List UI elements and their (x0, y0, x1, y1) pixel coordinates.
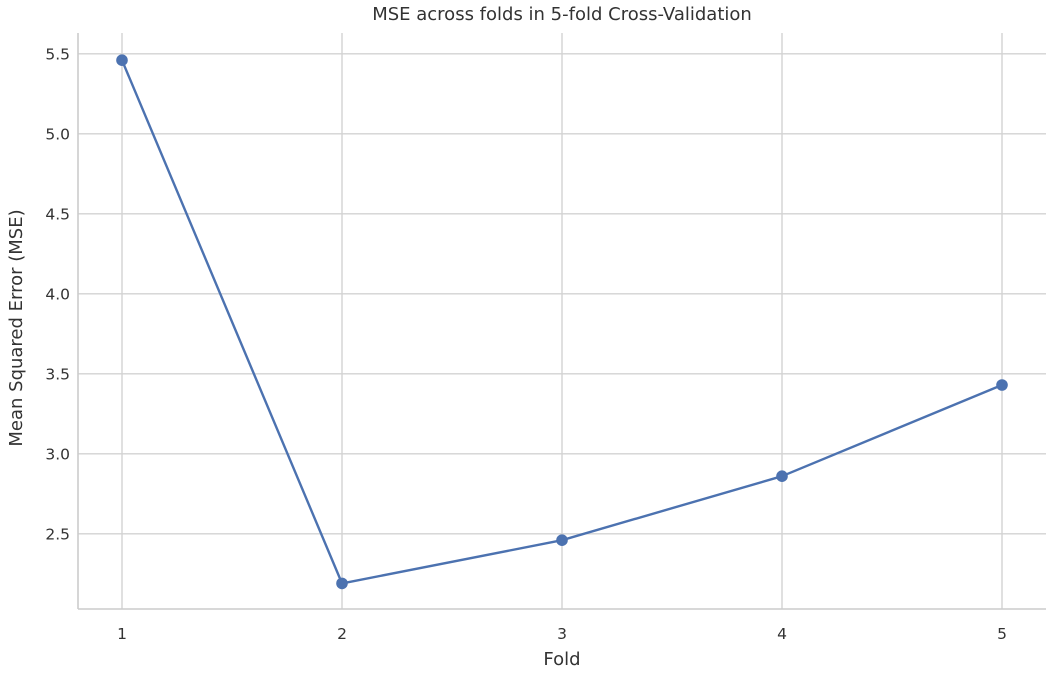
series (116, 54, 1008, 590)
x-tick-label: 3 (557, 625, 567, 643)
data-point (996, 379, 1008, 391)
x-tick-label: 1 (117, 625, 127, 643)
grid (78, 33, 1046, 609)
y-tick-label: 3.5 (45, 365, 70, 383)
y-tick-label: 2.5 (45, 525, 70, 543)
chart-title: MSE across folds in 5-fold Cross-Validat… (372, 4, 752, 25)
x-tick-label: 4 (777, 625, 787, 643)
axes-frame (77, 33, 1046, 610)
data-point (336, 577, 348, 590)
x-axis-label: Fold (543, 649, 580, 670)
x-tick-label: 2 (337, 625, 347, 643)
y-axis-ticks: 2.5 3.0 3.5 4.0 4.5 5.0 5.5 (45, 45, 70, 543)
data-point (556, 534, 568, 546)
x-tick-label: 5 (997, 625, 1007, 643)
data-point (116, 54, 128, 66)
y-tick-label: 4.0 (45, 285, 70, 303)
data-point (776, 470, 788, 483)
y-tick-label: 5.5 (45, 45, 70, 63)
y-axis-label: Mean Squared Error (MSE) (6, 209, 27, 446)
x-axis-ticks: 1 2 3 4 5 (117, 625, 1007, 643)
y-tick-label: 4.5 (45, 205, 70, 223)
y-tick-label: 3.0 (45, 445, 70, 463)
y-tick-label: 5.0 (45, 125, 70, 143)
